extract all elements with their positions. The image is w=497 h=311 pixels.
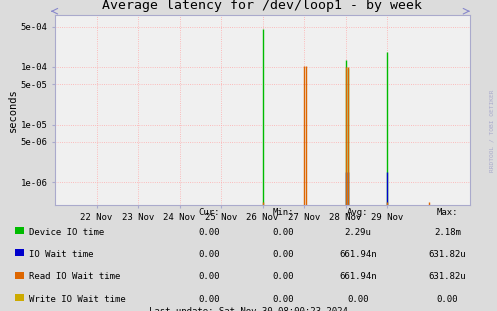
Text: Device IO time: Device IO time: [29, 228, 104, 237]
Text: IO Wait time: IO Wait time: [29, 250, 93, 259]
Text: RRDTOOL / TOBI OETIKER: RRDTOOL / TOBI OETIKER: [490, 89, 495, 172]
Text: 0.00: 0.00: [272, 250, 294, 259]
Text: 661.94n: 661.94n: [339, 272, 377, 281]
Text: Last update: Sat Nov 30 08:00:23 2024: Last update: Sat Nov 30 08:00:23 2024: [149, 307, 348, 311]
Text: 2.29u: 2.29u: [344, 228, 371, 237]
Y-axis label: seconds: seconds: [8, 88, 18, 132]
Text: Max:: Max:: [436, 208, 458, 217]
Text: Avg:: Avg:: [347, 208, 369, 217]
Text: Write IO Wait time: Write IO Wait time: [29, 295, 126, 304]
Text: 0.00: 0.00: [272, 228, 294, 237]
Text: 0.00: 0.00: [272, 295, 294, 304]
Text: 631.82u: 631.82u: [428, 272, 466, 281]
Text: Cur:: Cur:: [198, 208, 220, 217]
Text: 0.00: 0.00: [347, 295, 369, 304]
Text: Min:: Min:: [272, 208, 294, 217]
Text: 0.00: 0.00: [198, 295, 220, 304]
Text: 0.00: 0.00: [198, 272, 220, 281]
Text: 2.18m: 2.18m: [434, 228, 461, 237]
Title: Average latency for /dev/loop1 - by week: Average latency for /dev/loop1 - by week: [102, 0, 422, 12]
Text: 631.82u: 631.82u: [428, 250, 466, 259]
Text: 661.94n: 661.94n: [339, 250, 377, 259]
Text: 0.00: 0.00: [198, 228, 220, 237]
Text: 0.00: 0.00: [272, 272, 294, 281]
Text: Read IO Wait time: Read IO Wait time: [29, 272, 120, 281]
Text: 0.00: 0.00: [436, 295, 458, 304]
Text: 0.00: 0.00: [198, 250, 220, 259]
